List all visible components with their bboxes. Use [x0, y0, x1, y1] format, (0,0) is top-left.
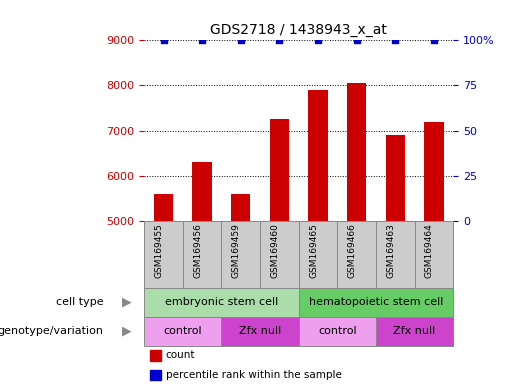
- Bar: [150, 370, 161, 380]
- Bar: [299, 317, 376, 346]
- Bar: [144, 288, 299, 317]
- Bar: [424, 121, 443, 221]
- Bar: [193, 162, 212, 221]
- Text: GSM169463: GSM169463: [386, 223, 396, 278]
- Bar: [347, 83, 366, 221]
- Point: [198, 37, 206, 43]
- Point: [276, 37, 284, 43]
- Title: GDS2718 / 1438943_x_at: GDS2718 / 1438943_x_at: [210, 23, 387, 36]
- Point: [352, 37, 360, 43]
- Bar: [221, 221, 260, 288]
- Text: GSM169455: GSM169455: [154, 223, 164, 278]
- Bar: [376, 317, 453, 346]
- Text: GSM169465: GSM169465: [309, 223, 318, 278]
- Text: percentile rank within the sample: percentile rank within the sample: [166, 370, 342, 380]
- Bar: [415, 221, 453, 288]
- Bar: [150, 350, 161, 361]
- Text: genotype/variation: genotype/variation: [0, 326, 104, 336]
- Text: GSM169464: GSM169464: [425, 223, 434, 278]
- Bar: [144, 317, 221, 346]
- Point: [160, 37, 168, 43]
- Text: embryonic stem cell: embryonic stem cell: [165, 297, 278, 308]
- Text: Zfx null: Zfx null: [239, 326, 281, 336]
- Text: control: control: [318, 326, 356, 336]
- Bar: [183, 221, 221, 288]
- Bar: [299, 221, 337, 288]
- Text: GSM169459: GSM169459: [232, 223, 241, 278]
- Bar: [376, 221, 415, 288]
- Text: ▶: ▶: [122, 296, 132, 309]
- Bar: [260, 221, 299, 288]
- Bar: [221, 317, 299, 346]
- Text: GSM169466: GSM169466: [348, 223, 356, 278]
- Text: GSM169460: GSM169460: [270, 223, 280, 278]
- Text: hematopoietic stem cell: hematopoietic stem cell: [309, 297, 443, 308]
- Bar: [270, 119, 289, 221]
- Bar: [308, 90, 328, 221]
- Bar: [337, 221, 376, 288]
- Text: GSM169456: GSM169456: [193, 223, 202, 278]
- Bar: [144, 221, 183, 288]
- Point: [391, 37, 400, 43]
- Text: ▶: ▶: [122, 325, 132, 338]
- Text: Zfx null: Zfx null: [393, 326, 436, 336]
- Text: count: count: [166, 351, 195, 361]
- Point: [430, 37, 438, 43]
- Point: [237, 37, 245, 43]
- Bar: [154, 194, 173, 221]
- Bar: [386, 135, 405, 221]
- Bar: [299, 288, 453, 317]
- Bar: [231, 194, 250, 221]
- Text: cell type: cell type: [56, 297, 104, 308]
- Text: control: control: [164, 326, 202, 336]
- Point: [314, 37, 322, 43]
